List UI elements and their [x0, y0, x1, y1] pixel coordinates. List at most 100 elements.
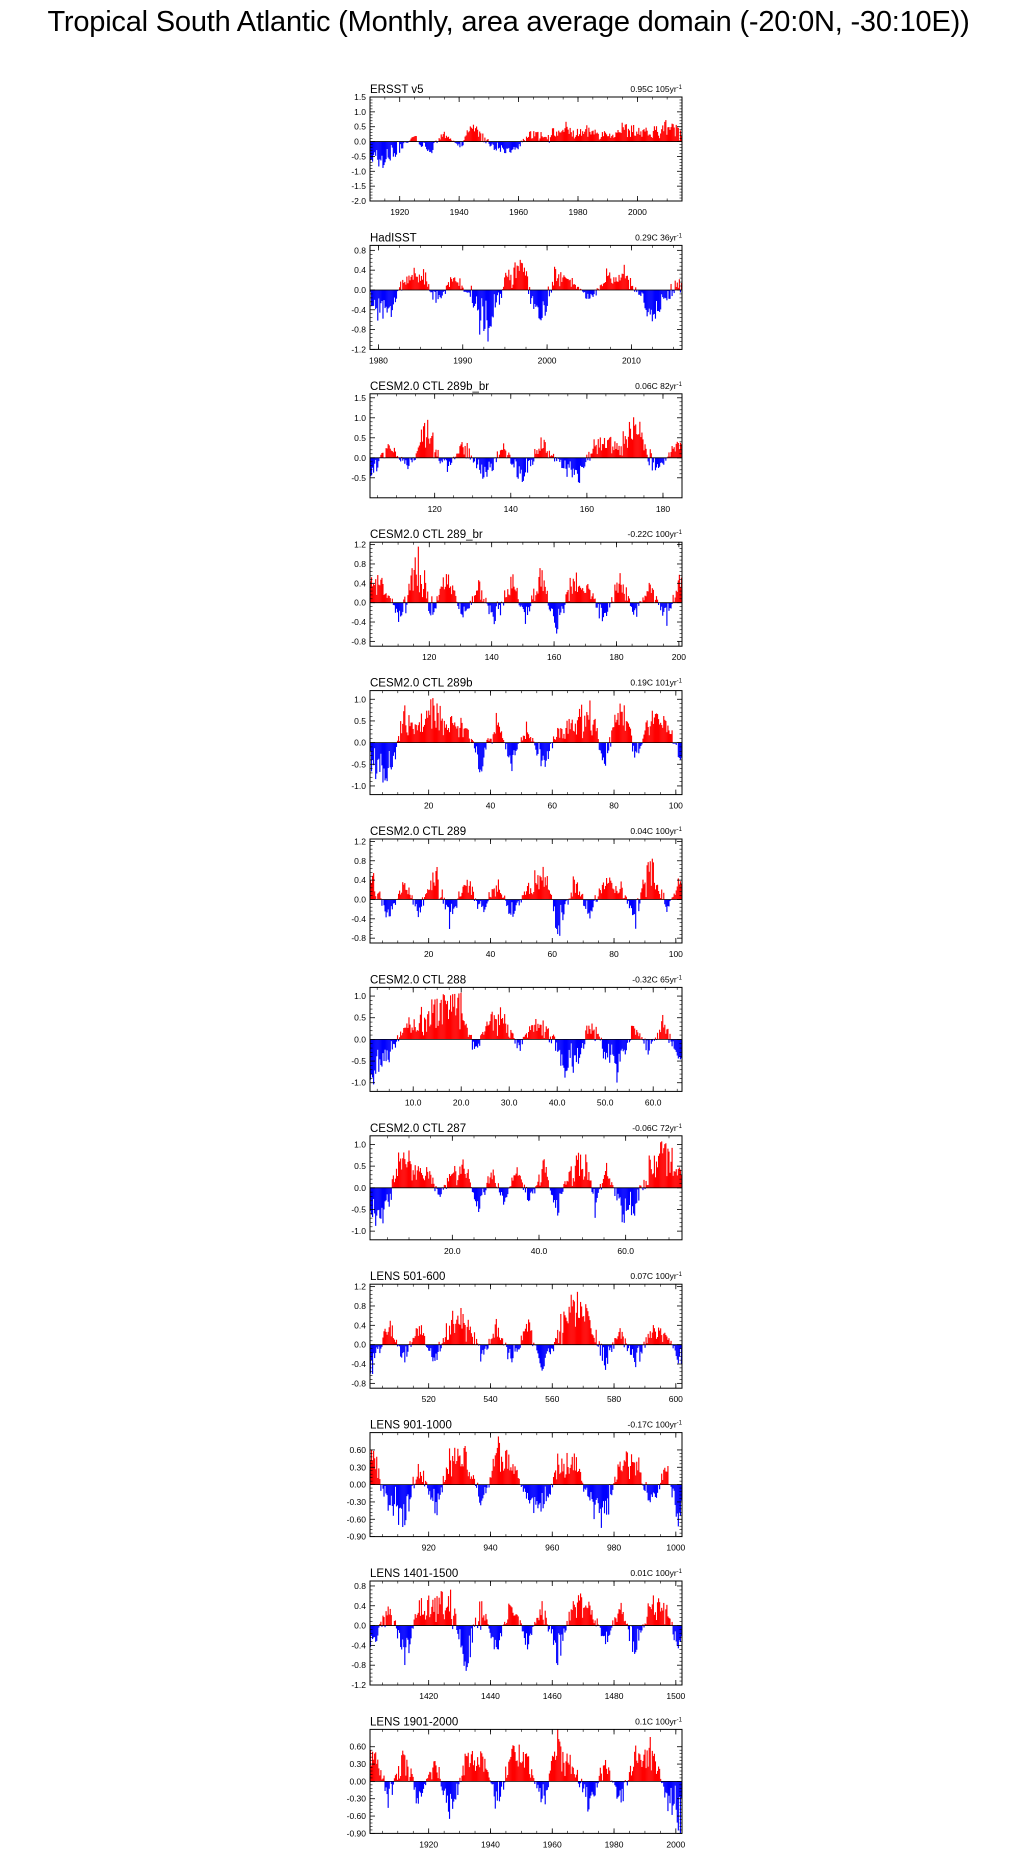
- positive-anomaly-bar: [564, 1181, 566, 1188]
- negative-anomaly-bar: [608, 1625, 610, 1636]
- positive-anomaly-bar: [370, 577, 373, 603]
- negative-anomaly-bar: [408, 1625, 410, 1654]
- positive-anomaly-bar: [646, 454, 648, 458]
- positive-anomaly-bar: [466, 1027, 468, 1040]
- positive-anomaly-bar: [457, 726, 459, 743]
- negative-anomaly-bar: [519, 1344, 521, 1348]
- positive-anomaly-bar: [404, 1755, 406, 1782]
- negative-anomaly-bar: [635, 1344, 637, 1368]
- positive-anomaly-bar: [590, 730, 592, 743]
- positive-anomaly-bar: [446, 1339, 449, 1345]
- positive-anomaly-bar: [578, 891, 581, 900]
- positive-anomaly-bar: [532, 894, 534, 900]
- positive-anomaly-bar: [559, 1331, 561, 1345]
- positive-anomaly-bar: [421, 731, 424, 743]
- negative-anomaly-bar: [601, 602, 603, 622]
- negative-anomaly-bar: [434, 1187, 436, 1192]
- negative-anomaly-bar: [558, 1625, 560, 1634]
- positive-anomaly-bar: [555, 739, 557, 743]
- positive-anomaly-bar: [616, 1339, 618, 1345]
- y-tick-label: 0.0: [354, 453, 366, 463]
- negative-anomaly-bar: [485, 1484, 487, 1494]
- positive-anomaly-bar: [617, 713, 619, 743]
- negative-anomaly-bar: [601, 1625, 603, 1636]
- positive-anomaly-bar: [573, 1774, 575, 1782]
- positive-anomaly-bar: [441, 1024, 443, 1040]
- positive-anomaly-bar: [487, 139, 489, 142]
- negative-anomaly-bar: [528, 602, 530, 608]
- positive-anomaly-bar: [634, 135, 636, 142]
- negative-anomaly-bar: [581, 1039, 583, 1048]
- positive-anomaly-bar: [411, 274, 413, 290]
- positive-anomaly-bar: [575, 1155, 577, 1188]
- positive-anomaly-bar: [418, 445, 420, 458]
- x-tick-label: 120: [422, 652, 436, 662]
- positive-anomaly-bar: [519, 1620, 521, 1626]
- positive-anomaly-bar: [646, 591, 648, 603]
- positive-anomaly-bar: [576, 1291, 579, 1345]
- negative-anomaly-bar: [481, 289, 483, 299]
- positive-anomaly-bar: [509, 595, 511, 603]
- positive-anomaly-bar: [662, 1610, 664, 1626]
- negative-anomaly-bar: [460, 1625, 462, 1648]
- positive-anomaly-bar: [623, 129, 625, 142]
- positive-anomaly-bar: [665, 1609, 667, 1626]
- positive-anomaly-bar: [524, 275, 527, 290]
- positive-anomaly-bar: [582, 131, 584, 142]
- negative-anomaly-bar: [520, 457, 522, 470]
- positive-anomaly-bar: [476, 590, 478, 603]
- negative-anomaly-bar: [578, 1039, 581, 1058]
- positive-anomaly-bar: [532, 738, 534, 743]
- positive-anomaly-bar: [653, 1328, 655, 1345]
- negative-anomaly-bar: [479, 1039, 481, 1046]
- negative-anomaly-bar: [617, 1781, 619, 1798]
- negative-anomaly-bar: [511, 141, 513, 151]
- positive-anomaly-bar: [557, 278, 559, 290]
- positive-anomaly-bar: [539, 450, 541, 458]
- x-tick-label: 180: [609, 652, 623, 662]
- positive-anomaly-bar: [405, 725, 407, 743]
- negative-anomaly-bar: [572, 1039, 574, 1073]
- positive-anomaly-bar: [456, 453, 458, 458]
- y-tick-label: 1.2: [354, 540, 366, 550]
- plot-frame: [369, 838, 683, 944]
- negative-anomaly-bar: [542, 1484, 544, 1509]
- negative-anomaly-bar: [489, 457, 491, 468]
- positive-anomaly-bar: [669, 456, 671, 458]
- positive-anomaly-bar: [626, 137, 628, 142]
- negative-anomaly-bar: [566, 1039, 568, 1071]
- positive-anomaly-bar: [644, 1038, 646, 1040]
- negative-anomaly-bar: [400, 602, 402, 617]
- negative-anomaly-bar: [634, 289, 636, 292]
- positive-anomaly-bar: [541, 570, 543, 603]
- negative-anomaly-bar: [482, 1187, 484, 1189]
- negative-anomaly-bar: [525, 1625, 528, 1634]
- positive-anomaly-bar: [472, 1475, 475, 1485]
- positive-anomaly-bar: [590, 1033, 592, 1040]
- positive-anomaly-bar: [439, 705, 441, 743]
- positive-anomaly-bar: [622, 898, 624, 900]
- negative-anomaly-bar: [431, 141, 433, 154]
- negative-anomaly-bar: [422, 141, 425, 143]
- positive-anomaly-bar: [431, 1779, 433, 1782]
- negative-anomaly-bar: [405, 1625, 407, 1648]
- positive-anomaly-bar: [408, 715, 410, 743]
- negative-anomaly-bar: [530, 1625, 532, 1634]
- negative-anomaly-bar: [390, 742, 392, 770]
- positive-anomaly-bar: [569, 1754, 571, 1782]
- positive-anomaly-bar: [391, 1325, 393, 1345]
- positive-anomaly-bar: [656, 884, 659, 900]
- negative-anomaly-bar: [487, 899, 489, 902]
- negative-anomaly-bar: [477, 1039, 479, 1048]
- negative-anomaly-bar: [526, 602, 529, 616]
- positive-anomaly-bar: [523, 1184, 525, 1188]
- negative-anomaly-bar: [673, 1625, 675, 1641]
- positive-anomaly-bar: [557, 1329, 559, 1345]
- positive-anomaly-bar: [428, 890, 430, 900]
- negative-anomaly-bar: [584, 1484, 586, 1489]
- negative-anomaly-bar: [512, 457, 514, 464]
- positive-anomaly-bar: [382, 1778, 384, 1782]
- negative-anomaly-bar: [407, 141, 409, 143]
- positive-anomaly-bar: [580, 1301, 582, 1345]
- negative-anomaly-bar: [592, 899, 594, 908]
